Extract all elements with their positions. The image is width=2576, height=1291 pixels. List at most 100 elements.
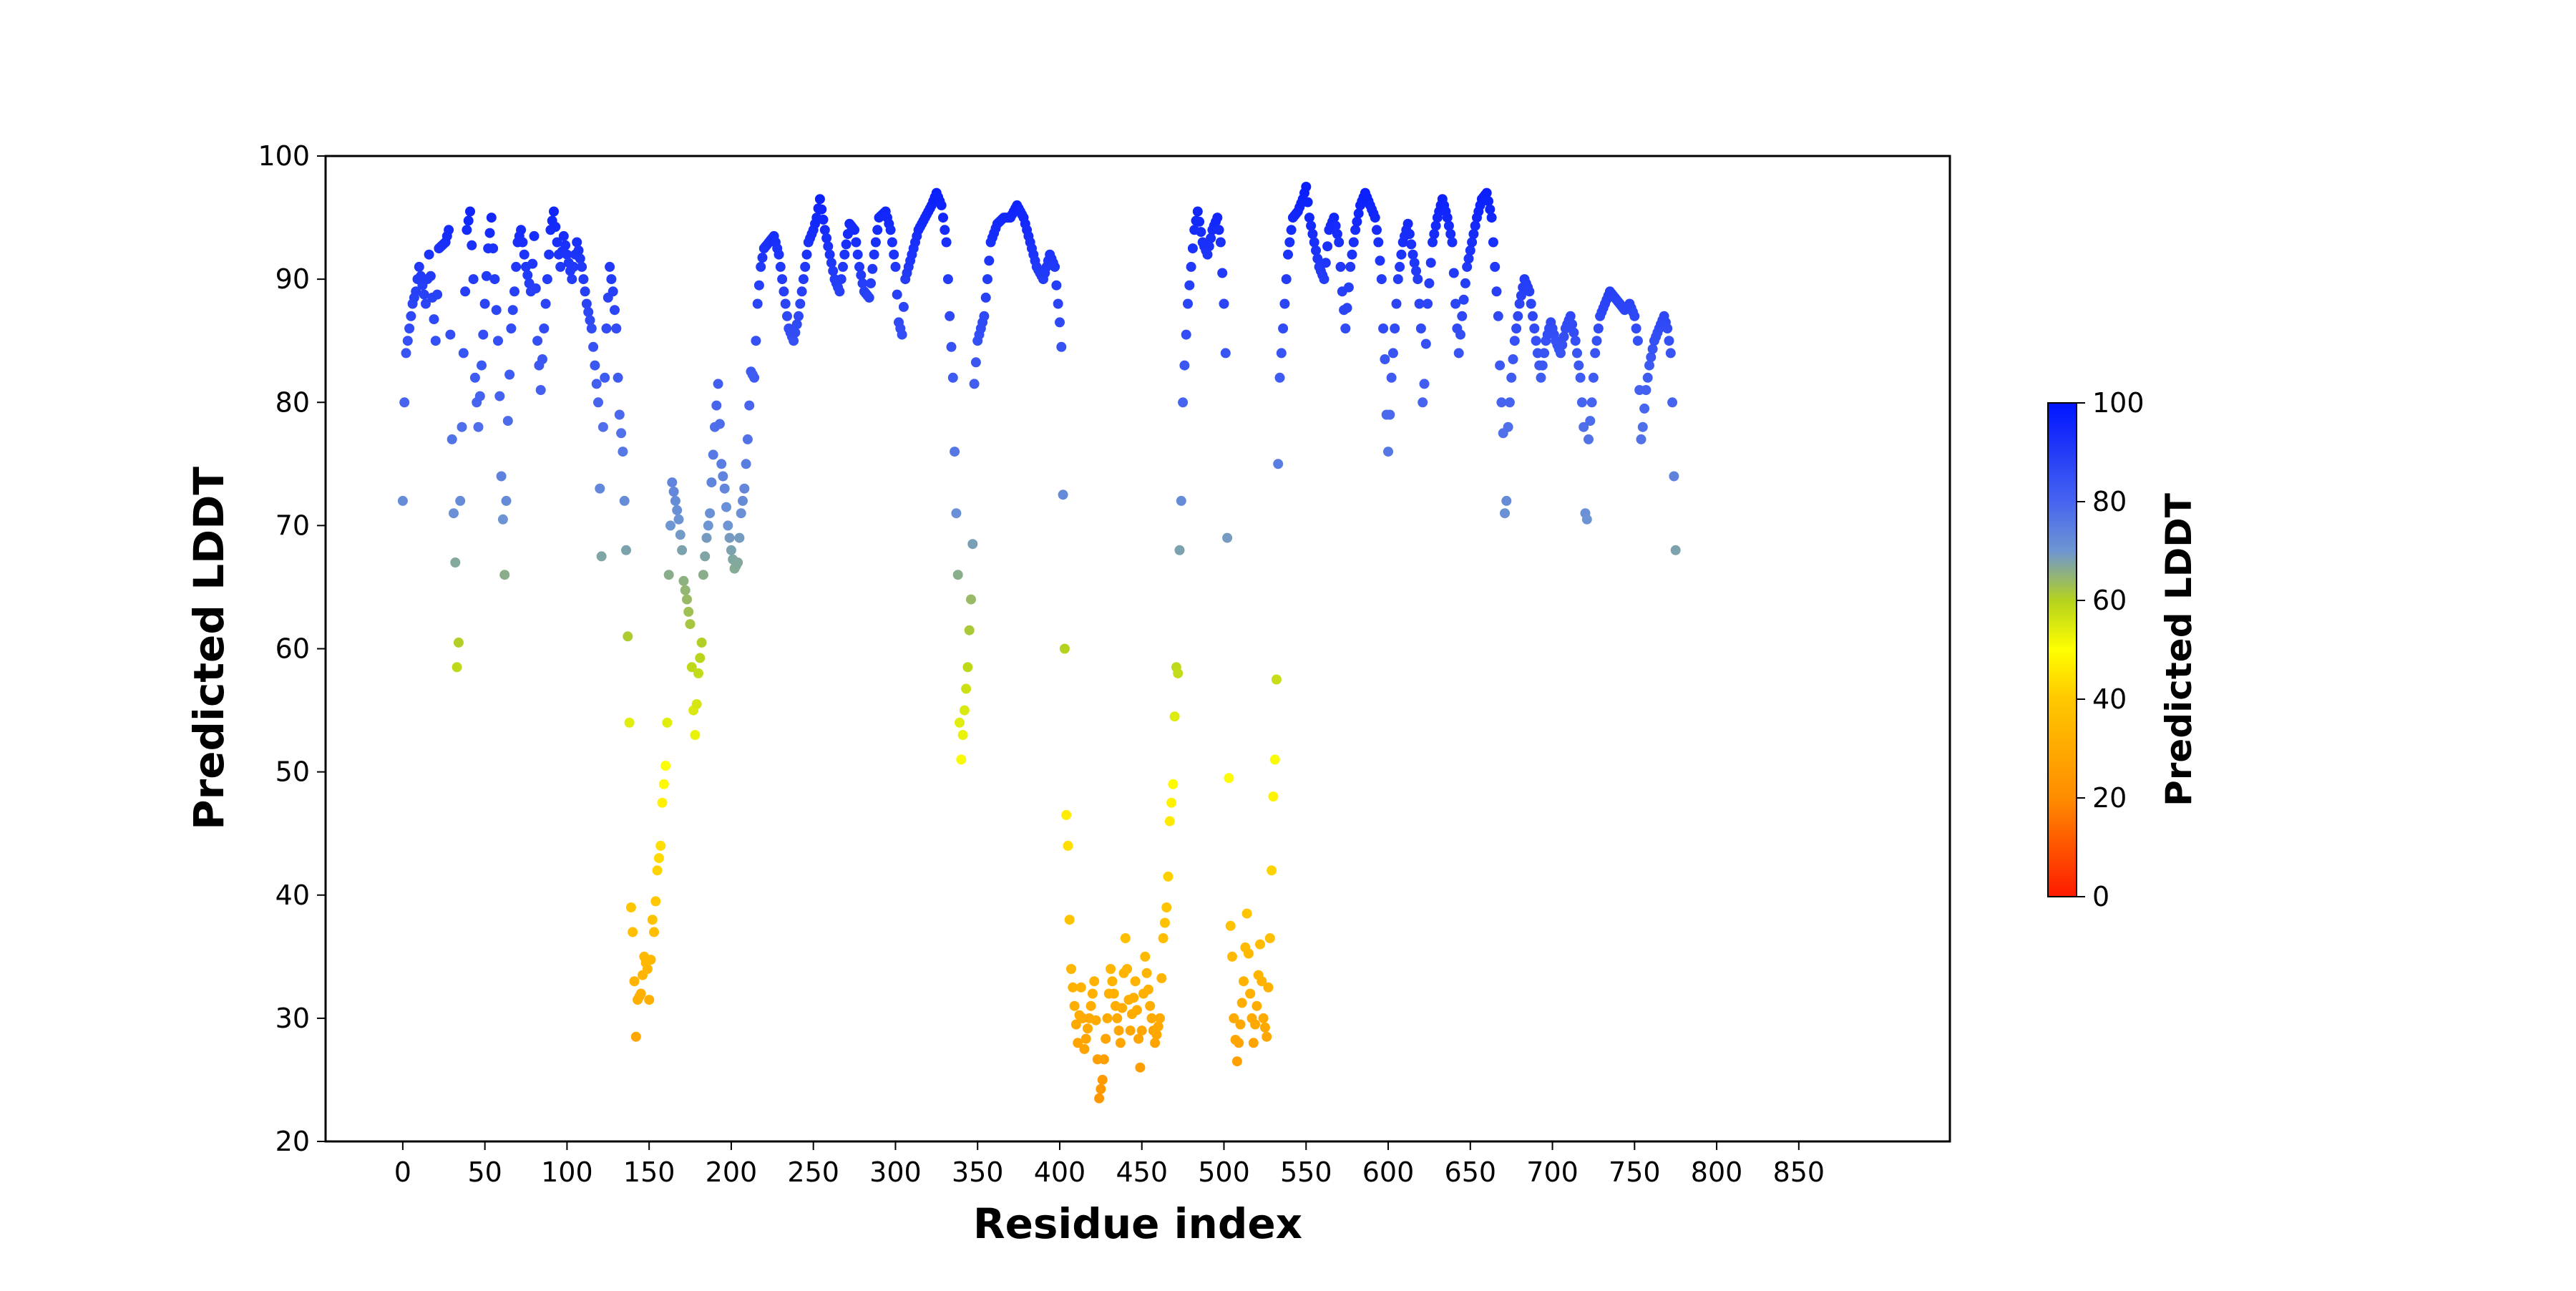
data-point bbox=[714, 419, 725, 429]
data-point bbox=[942, 274, 953, 285]
data-point bbox=[947, 372, 958, 383]
x-tick-label: 450 bbox=[1116, 1156, 1168, 1188]
data-point bbox=[1245, 988, 1256, 999]
data-point bbox=[738, 495, 748, 506]
data-point bbox=[716, 459, 727, 469]
data-point bbox=[628, 927, 638, 937]
x-tick-label: 650 bbox=[1445, 1156, 1497, 1188]
data-point bbox=[1335, 261, 1346, 272]
data-point bbox=[549, 206, 559, 217]
data-point bbox=[1151, 1029, 1162, 1040]
data-point bbox=[652, 865, 663, 876]
data-point bbox=[980, 292, 991, 303]
colorbar-tick-label: 80 bbox=[2092, 486, 2127, 517]
data-point bbox=[642, 964, 653, 974]
data-point bbox=[1531, 336, 1541, 346]
data-point bbox=[458, 348, 469, 359]
data-point bbox=[1647, 344, 1658, 354]
data-point bbox=[703, 520, 713, 531]
data-point bbox=[577, 261, 587, 272]
data-point bbox=[851, 237, 862, 248]
data-point bbox=[734, 532, 745, 543]
data-point bbox=[940, 225, 950, 235]
data-point bbox=[1163, 871, 1174, 882]
data-point bbox=[826, 258, 836, 268]
data-point bbox=[468, 274, 479, 285]
data-point bbox=[849, 225, 860, 235]
data-point bbox=[1419, 379, 1430, 389]
data-point bbox=[959, 705, 970, 716]
x-tick-label: 400 bbox=[1034, 1156, 1086, 1188]
data-point bbox=[1455, 329, 1465, 340]
data-point bbox=[956, 754, 967, 765]
data-point bbox=[733, 557, 743, 567]
data-point bbox=[1568, 327, 1579, 338]
data-point bbox=[1590, 348, 1601, 359]
data-point bbox=[870, 237, 881, 248]
data-point bbox=[1447, 237, 1458, 248]
data-point bbox=[1108, 988, 1119, 999]
data-point bbox=[800, 261, 811, 272]
data-point bbox=[406, 311, 416, 321]
data-point bbox=[757, 253, 768, 263]
data-point bbox=[1669, 471, 1679, 482]
data-point bbox=[447, 434, 457, 444]
data-point bbox=[1186, 261, 1196, 272]
data-point bbox=[1117, 1003, 1128, 1013]
data-point bbox=[1463, 253, 1474, 264]
data-point bbox=[1372, 225, 1382, 235]
data-point bbox=[751, 336, 761, 346]
data-point bbox=[430, 336, 441, 346]
data-point bbox=[941, 237, 952, 248]
data-point bbox=[685, 619, 696, 630]
data-point bbox=[578, 274, 589, 285]
data-point bbox=[1591, 336, 1602, 346]
data-point bbox=[586, 323, 597, 333]
data-point bbox=[736, 508, 746, 519]
data-point bbox=[522, 270, 533, 281]
x-tick-label: 750 bbox=[1609, 1156, 1661, 1188]
data-point bbox=[969, 379, 980, 389]
data-point bbox=[467, 240, 477, 250]
data-point bbox=[889, 249, 899, 260]
data-point bbox=[1301, 182, 1312, 192]
x-tick-label: 850 bbox=[1773, 1156, 1825, 1188]
data-point bbox=[653, 853, 664, 864]
data-point bbox=[791, 319, 802, 330]
data-point bbox=[1575, 372, 1586, 383]
data-point bbox=[1470, 220, 1480, 231]
data-point bbox=[1051, 280, 1062, 291]
data-point bbox=[1579, 422, 1589, 432]
data-point bbox=[801, 249, 812, 260]
data-point bbox=[726, 545, 736, 555]
data-point bbox=[1347, 249, 1357, 260]
data-point bbox=[444, 225, 454, 235]
data-point bbox=[463, 215, 474, 226]
data-point bbox=[1094, 1093, 1105, 1104]
data-point bbox=[629, 976, 640, 987]
data-point bbox=[1263, 982, 1274, 993]
data-point bbox=[1153, 1021, 1163, 1032]
data-point bbox=[477, 360, 487, 371]
data-point bbox=[1386, 372, 1397, 383]
data-point bbox=[1511, 323, 1522, 333]
x-tick-label: 50 bbox=[467, 1156, 502, 1188]
data-point bbox=[1250, 1019, 1261, 1030]
data-point bbox=[608, 286, 618, 297]
data-point bbox=[1345, 261, 1356, 272]
data-point bbox=[1079, 1043, 1090, 1054]
data-point bbox=[540, 298, 551, 309]
data-point bbox=[596, 551, 607, 562]
data-point bbox=[1320, 258, 1331, 268]
data-point bbox=[1637, 422, 1648, 432]
data-point bbox=[718, 471, 728, 482]
data-point bbox=[1586, 397, 1597, 408]
data-point bbox=[794, 311, 804, 321]
data-point bbox=[527, 258, 538, 269]
data-point bbox=[834, 286, 845, 297]
data-point bbox=[450, 557, 461, 567]
data-point bbox=[1352, 216, 1362, 227]
data-point bbox=[1529, 323, 1540, 333]
data-point bbox=[1083, 1023, 1093, 1034]
y-tick-label: 100 bbox=[258, 140, 310, 172]
